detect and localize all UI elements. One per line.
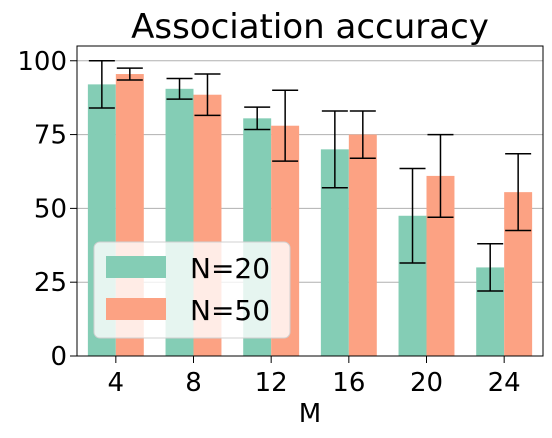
- bar-N=50-16: [348, 134, 377, 356]
- x-tick-label: 24: [488, 368, 521, 398]
- y-tick-label: 0: [50, 342, 67, 372]
- legend-label: N=50: [190, 294, 270, 327]
- plot-frame: [76, 45, 544, 357]
- legend-swatch: [106, 256, 166, 278]
- x-tick-label: 20: [410, 368, 443, 398]
- x-axis: 4 8 12 16 20 24: [108, 356, 521, 398]
- chart-title: Association accuracy: [131, 7, 489, 47]
- error-bars-group: [88, 60, 532, 292]
- x-tick-label: 8: [185, 368, 202, 398]
- y-tick-label: 25: [34, 268, 67, 298]
- x-tick-label: 4: [108, 368, 125, 398]
- x-tick-label: 12: [255, 368, 288, 398]
- y-axis: 0 25 50 75 100: [17, 47, 77, 372]
- legend-label: N=20: [190, 252, 270, 285]
- y-tick-label: 100: [17, 47, 67, 77]
- legend-swatch: [106, 298, 166, 320]
- x-tick-label: 16: [332, 368, 365, 398]
- y-tick-label: 75: [34, 121, 67, 151]
- grid-lines: [77, 60, 543, 283]
- x-axis-label: M: [299, 399, 321, 429]
- y-tick-label: 50: [34, 194, 67, 224]
- legend: N=20 N=50: [93, 241, 291, 339]
